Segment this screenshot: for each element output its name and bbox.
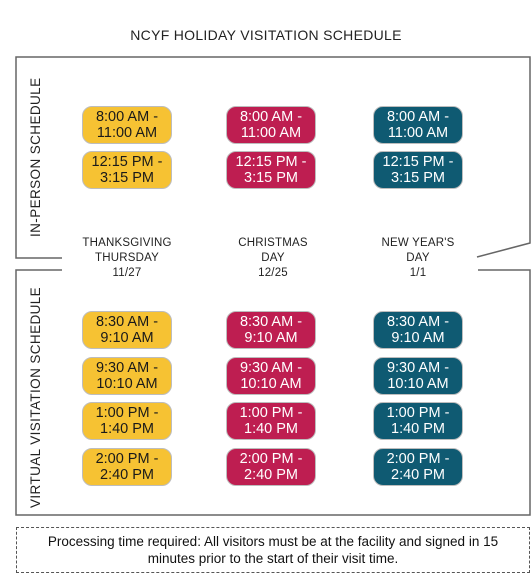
virtual-thanksgiving-slot-4: 2:00 PM - 2:40 PM xyxy=(82,448,172,486)
slot-start: 1:00 PM - xyxy=(386,405,450,421)
day-line2: DAY xyxy=(261,252,285,264)
slot-start: 9:30 AM - xyxy=(386,360,450,376)
virtual-new-year-slot-4: 2:00 PM - 2:40 PM xyxy=(373,448,463,486)
slot-end: 10:10 AM xyxy=(240,376,302,392)
in-person-christmas-slot-1: 8:00 AM - 11:00 AM xyxy=(226,106,316,144)
slot-start: 1:00 PM - xyxy=(95,405,159,421)
virtual-christmas-slot-3: 1:00 PM - 1:40 PM xyxy=(226,402,316,440)
virtual-thanksgiving-slot-2: 9:30 AM - 10:10 AM xyxy=(82,357,172,395)
virtual-schedule-label: VIRTUAL VISITATION SCHEDULE xyxy=(28,286,43,508)
day-heading-new-year: NEW YEAR'S DAY 1/1 xyxy=(358,236,478,281)
virtual-new-year-slot-3: 1:00 PM - 1:40 PM xyxy=(373,402,463,440)
virtual-christmas-slot-4: 2:00 PM - 2:40 PM xyxy=(226,448,316,486)
day-line2: THURSDAY xyxy=(94,252,159,264)
day-date: 11/27 xyxy=(112,267,142,279)
slot-end: 2:40 PM xyxy=(391,467,445,483)
slot-start: 8:00 AM - xyxy=(95,109,159,125)
slot-end: 11:00 AM xyxy=(96,125,158,141)
virtual-new-year-slot-2: 9:30 AM - 10:10 AM xyxy=(373,357,463,395)
slot-start: 12:15 PM - xyxy=(235,154,307,170)
slot-start: 9:30 AM - xyxy=(95,360,159,376)
slot-start: 12:15 PM - xyxy=(382,154,454,170)
day-date: 1/1 xyxy=(409,267,427,279)
slot-end: 3:15 PM xyxy=(391,170,445,186)
page-title: NCYF HOLIDAY VISITATION SCHEDULE xyxy=(130,27,402,43)
day-heading-thanksgiving: THANKSGIVING THURSDAY 11/27 xyxy=(67,236,187,281)
day-line1: NEW YEAR'S xyxy=(381,237,455,249)
slot-start: 8:00 AM - xyxy=(386,109,450,125)
slot-end: 1:40 PM xyxy=(391,421,445,437)
slot-start: 8:30 AM - xyxy=(95,314,159,330)
virtual-new-year-slot-1: 8:30 AM - 9:10 AM xyxy=(373,311,463,349)
day-line1: CHRISTMAS xyxy=(238,237,308,249)
slot-end: 11:00 AM xyxy=(240,125,302,141)
day-line2: DAY xyxy=(406,252,430,264)
slot-end: 2:40 PM xyxy=(100,467,154,483)
slot-end: 1:40 PM xyxy=(244,421,298,437)
day-line1: THANKSGIVING xyxy=(82,237,172,249)
in-person-thanksgiving-slot-1: 8:00 AM - 11:00 AM xyxy=(82,106,172,144)
virtual-thanksgiving-slot-3: 1:00 PM - 1:40 PM xyxy=(82,402,172,440)
day-date: 12/25 xyxy=(258,267,288,279)
virtual-thanksgiving-slot-1: 8:30 AM - 9:10 AM xyxy=(82,311,172,349)
in-person-christmas-slot-2: 12:15 PM - 3:15 PM xyxy=(226,151,316,189)
slot-start: 1:00 PM - xyxy=(239,405,303,421)
slot-start: 8:30 AM - xyxy=(386,314,450,330)
slot-end: 2:40 PM xyxy=(244,467,298,483)
slot-start: 2:00 PM - xyxy=(95,451,159,467)
processing-note: Processing time required: All visitors m… xyxy=(16,527,530,573)
slot-start: 2:00 PM - xyxy=(239,451,303,467)
slot-end: 9:10 AM xyxy=(100,330,154,346)
slot-end: 9:10 AM xyxy=(391,330,445,346)
slot-end: 9:10 AM xyxy=(244,330,298,346)
slot-end: 3:15 PM xyxy=(100,170,154,186)
in-person-schedule-label: IN-PERSON SCHEDULE xyxy=(28,77,43,237)
slot-start: 8:30 AM - xyxy=(239,314,303,330)
slot-end: 10:10 AM xyxy=(96,376,158,392)
day-heading-christmas: CHRISTMAS DAY 12/25 xyxy=(213,236,333,281)
in-person-new-year-slot-1: 8:00 AM - 11:00 AM xyxy=(373,106,463,144)
slot-start: 2:00 PM - xyxy=(386,451,450,467)
slot-end: 11:00 AM xyxy=(387,125,449,141)
slot-start: 8:00 AM - xyxy=(239,109,303,125)
slot-start: 12:15 PM - xyxy=(91,154,163,170)
virtual-christmas-slot-2: 9:30 AM - 10:10 AM xyxy=(226,357,316,395)
in-person-new-year-slot-2: 12:15 PM - 3:15 PM xyxy=(373,151,463,189)
slot-end: 3:15 PM xyxy=(244,170,298,186)
slot-end: 10:10 AM xyxy=(387,376,449,392)
slot-end: 1:40 PM xyxy=(100,421,154,437)
virtual-christmas-slot-1: 8:30 AM - 9:10 AM xyxy=(226,311,316,349)
slot-start: 9:30 AM - xyxy=(239,360,303,376)
in-person-thanksgiving-slot-2: 12:15 PM - 3:15 PM xyxy=(82,151,172,189)
